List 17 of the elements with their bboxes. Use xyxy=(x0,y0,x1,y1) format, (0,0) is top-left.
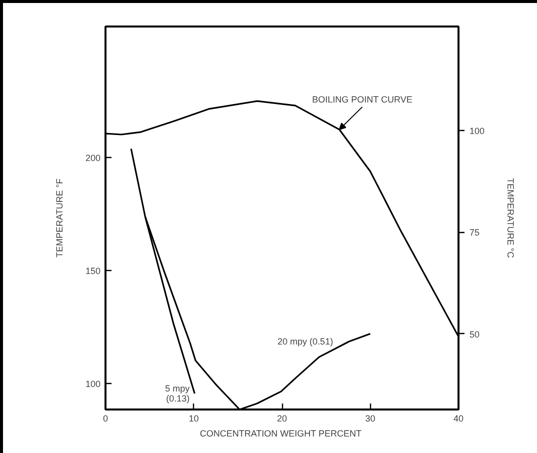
y2-tick-label: 75 xyxy=(470,228,480,238)
y-tick-label: 100 xyxy=(85,379,101,390)
y2-axis-title: TEMPERATURE °C xyxy=(506,178,516,258)
series-label: 5 mpy (0.13) xyxy=(165,383,190,404)
series-label: BOILING POINT CURVE xyxy=(312,94,412,105)
y2-tick-label: 50 xyxy=(470,329,480,340)
x-axis-title: CONCENTRATION WEIGHT PERCENT xyxy=(200,428,362,438)
x-tick-label: 0 xyxy=(102,414,108,424)
x-tick-label: 30 xyxy=(365,414,376,424)
x-tick-label: 20 xyxy=(276,414,288,424)
x-tick-label: 10 xyxy=(188,414,199,424)
y2-tick-label: 100 xyxy=(470,126,485,136)
y-tick-label: 200 xyxy=(85,153,101,164)
y-axis-title: TEMPERATURE °F xyxy=(54,178,64,258)
y-tick-label: 150 xyxy=(85,266,101,276)
series-label: 20 mpy (0.51) xyxy=(278,336,334,346)
x-tick-label: 40 xyxy=(453,414,464,424)
